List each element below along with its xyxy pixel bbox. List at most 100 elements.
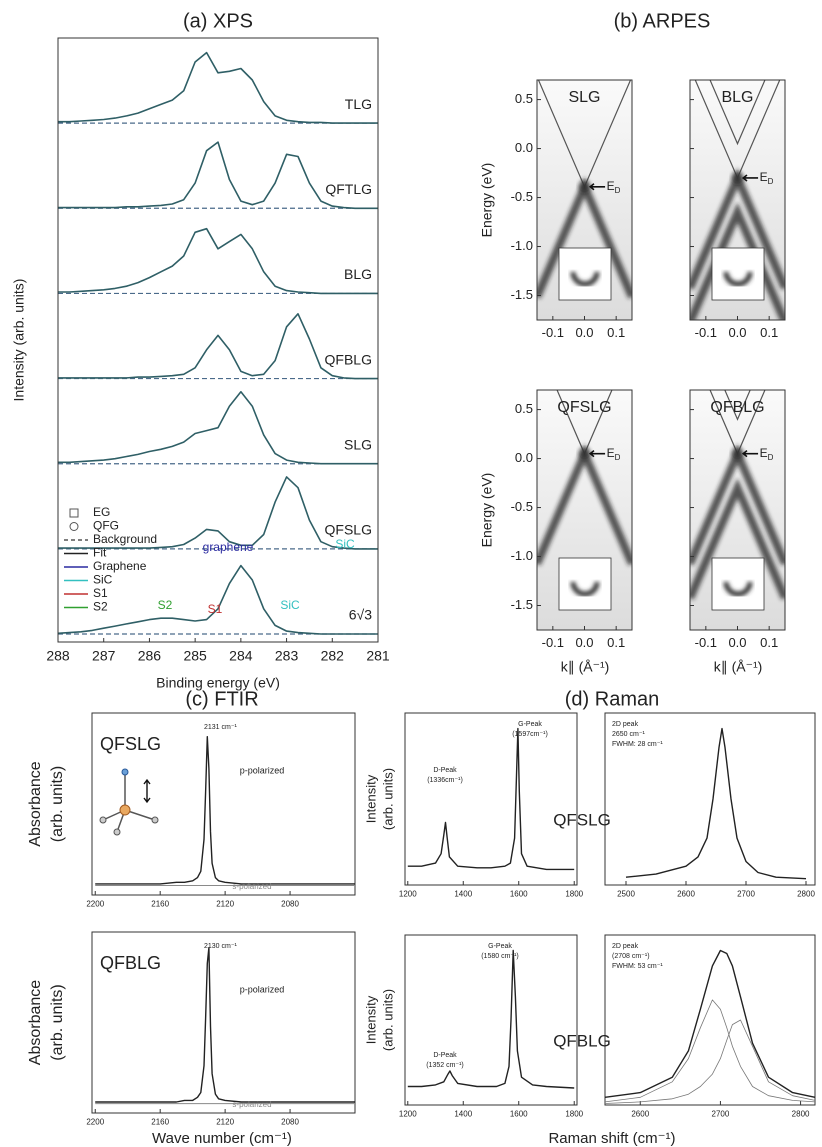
x-tick-label: 0.0 [728,635,746,650]
x-tick-label: 2700 [737,889,755,898]
x-tick-label: 2600 [677,889,695,898]
legend-symbol [69,522,79,531]
series-label: QFBLG [325,351,372,367]
annotation: (1597cm⁻¹) [512,731,548,738]
y-tick-label: -1.0 [511,548,533,563]
panel-label: QFSLG [557,399,611,416]
x-tick-label: 2200 [86,899,104,908]
y-axis-label: (arb. units) [49,766,66,842]
legend-label: S1 [93,586,108,600]
dirac-label: E [760,170,768,184]
plot-frame [91,712,356,896]
series-label: 6√3 [349,607,372,623]
legend-label: SiC [93,573,113,587]
x-tick-label: 0.0 [575,635,593,650]
raman-spectrum [604,999,816,1103]
panel-label: QFBLG [100,953,161,973]
peak-label: 2131 cm⁻¹ [204,724,238,731]
annotation: G-Peak [488,943,512,950]
x-axis-label: k∥ (Å⁻¹) [561,659,610,675]
x-tick-label: 2160 [151,1117,169,1126]
x-tick-label: 2080 [281,1117,299,1126]
annotation: FWHM: 53 cm⁻¹ [612,963,663,970]
polarization-arrow [143,778,151,804]
panel-label: BLG [721,89,753,106]
x-tick-label: 0.1 [607,635,625,650]
atom-h [121,768,129,776]
x-tick-label: 285 [183,647,207,663]
y-axis-label: Intensity [363,774,378,823]
atom-si [151,816,159,824]
panel-label: SLG [568,89,600,106]
x-tick-label: 2120 [216,1117,234,1126]
x-tick-label: 288 [46,647,70,663]
x-tick-label: 2600 [631,1109,649,1118]
annotation: FWHM: 28 cm⁻¹ [612,741,663,748]
series-label: BLG [344,266,372,282]
legend-label: Background [93,532,157,546]
raman-spectrum [604,949,816,1098]
chart-title: (a) XPS [183,10,253,32]
plot-frame [404,934,578,1106]
legend-label: Fit [93,546,107,560]
inset-arc [570,581,600,597]
y-axis-label: Absorbance [27,761,44,846]
dirac-label: E [760,446,768,460]
x-tick-label: 2500 [617,889,635,898]
annotation: graphene [203,540,254,554]
peak-label: 2130 cm⁻¹ [204,943,238,950]
atom-si [113,828,121,836]
xps-trace [57,564,378,635]
annotation: S2 [158,598,173,612]
x-tick-label: 282 [321,647,345,663]
y-tick-label: 0.5 [515,401,533,416]
x-tick-label: 2200 [86,1117,104,1126]
series-label: QFSLG [325,522,372,538]
series-label: p-polarized [240,984,285,994]
sample-label: QFBLG [553,1031,611,1050]
inset-arc [723,581,753,597]
atom-si [99,816,107,824]
xps-trace [58,313,378,380]
annotation: 2650 cm⁻¹ [612,731,646,738]
x-tick-label: 2080 [281,899,299,908]
valence-band [690,477,785,600]
x-tick-label: 1800 [565,1109,583,1118]
sample-label: QFSLG [553,810,611,829]
x-tick-label: 1600 [510,889,528,898]
annotation: G-Peak [518,721,542,728]
dirac-point [731,447,744,460]
ftir-spectrum [95,736,355,885]
legend-label: QFG [93,519,119,533]
x-tick-label: 284 [229,647,253,663]
y-tick-label: -0.5 [511,189,533,204]
x-tick-label: -0.1 [542,325,564,340]
inset [558,557,612,611]
annotation: SiC [280,598,300,612]
x-tick-label: 1200 [399,1109,417,1118]
series-label: s-polarized [232,882,271,891]
conduction-band [724,390,751,421]
raman-spectrum [407,727,575,871]
inset [558,247,612,301]
annotation: (1336cm⁻¹) [427,777,463,784]
x-axis-label: Wave number (cm⁻¹) [152,1130,292,1147]
y-tick-label: 0.0 [515,140,533,155]
y-tick-label: -1.0 [511,238,533,253]
y-tick-label: -1.5 [511,287,533,302]
x-tick-label: 0.0 [728,325,746,340]
y-axis-label: Intensity [363,995,378,1044]
annotation: D-Peak [433,1052,457,1059]
x-axis-label: Binding energy (eV) [156,675,280,691]
xps-trace [58,227,378,295]
x-tick-label: 2160 [151,899,169,908]
x-tick-label: 1800 [565,889,583,898]
series-label: p-polarized [240,765,285,775]
x-tick-label: 2800 [792,1109,810,1118]
x-tick-label: -0.1 [695,635,717,650]
plot-frame [57,37,379,643]
x-tick-label: -0.1 [695,325,717,340]
annotation: 2D peak [612,721,639,728]
dirac-point [731,171,744,184]
